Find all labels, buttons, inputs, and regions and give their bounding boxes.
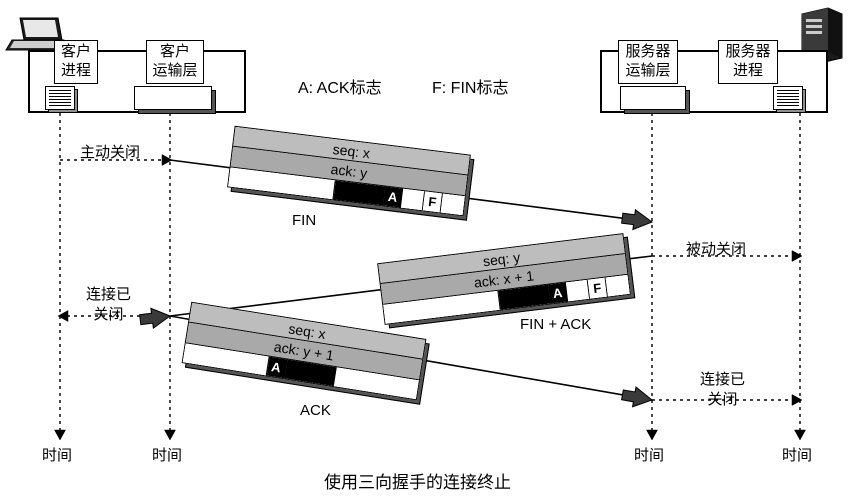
flag-f: F bbox=[588, 277, 608, 298]
packet-finack: seq: yack: x + 1AF bbox=[377, 233, 631, 325]
packet-fin-caption: FIN bbox=[292, 212, 316, 229]
side-label-conn_closed_right: 连接已 关闭 bbox=[700, 370, 745, 409]
time-label-server-process: 时间 bbox=[782, 444, 812, 465]
time-label-client-transport: 时间 bbox=[152, 444, 182, 465]
server-doc-icon bbox=[773, 86, 803, 110]
legend-f: F: FIN标志 bbox=[432, 74, 508, 98]
side-label-active_close: 主动关闭 bbox=[80, 143, 140, 163]
server-transport-blank bbox=[620, 86, 686, 110]
legend-a: A: ACK标志 bbox=[298, 74, 382, 98]
packet-finack-caption: FIN + ACK bbox=[520, 316, 591, 333]
packet-fin: seq: xack: yAF bbox=[227, 126, 471, 217]
flag-a: A bbox=[548, 282, 568, 303]
time-label-server-transport: 时间 bbox=[634, 444, 664, 465]
packet-ack-caption: ACK bbox=[300, 402, 331, 419]
client-doc-icon bbox=[45, 86, 75, 110]
client_transport-label: 客户 运输层 bbox=[146, 40, 204, 84]
side-label-passive_close: 被动关闭 bbox=[686, 240, 746, 260]
client-transport-blank bbox=[134, 86, 212, 110]
server_transport-label: 服务器 运输层 bbox=[618, 40, 678, 84]
time-label-client-process: 时间 bbox=[42, 444, 72, 465]
side-label-conn_closed_left: 连接已 关闭 bbox=[86, 285, 131, 324]
client_process-label: 客户 进程 bbox=[54, 40, 98, 84]
figure-caption: 使用三向握手的连接终止 bbox=[324, 468, 511, 493]
server_process-label: 服务器 进程 bbox=[718, 40, 778, 84]
